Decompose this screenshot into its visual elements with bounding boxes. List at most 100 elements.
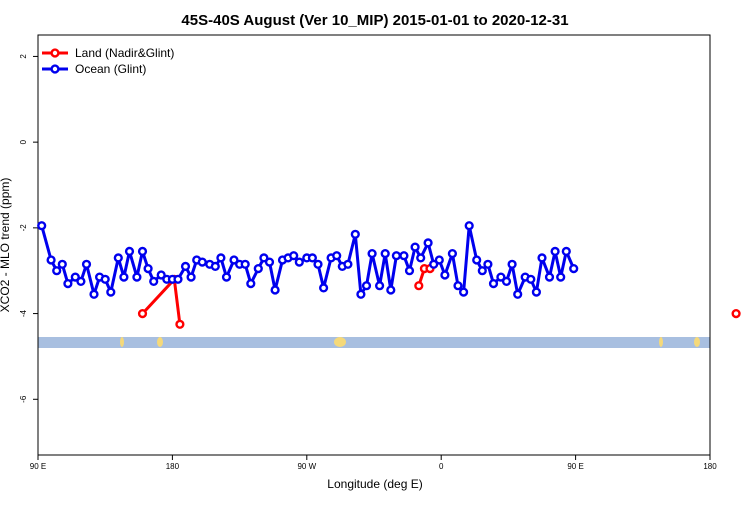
ocean-series-point — [253, 264, 263, 274]
ocean-series-point — [507, 259, 517, 269]
legend: Land (Nadir&Glint) Ocean (Glint) — [42, 46, 174, 76]
land-band-mark — [659, 337, 663, 347]
ocean-series-point — [453, 281, 463, 291]
land-band-mark — [694, 337, 700, 347]
ocean-series-point — [70, 272, 80, 282]
ocean-series-point — [343, 259, 353, 269]
ocean-series-point — [434, 255, 444, 265]
ocean-series-point — [119, 272, 129, 282]
y-tick-label: 2 — [19, 54, 28, 59]
ocean-series-point — [259, 253, 269, 263]
ocean-series-point — [100, 274, 110, 284]
ocean-series-point — [386, 285, 396, 295]
ocean-series-point — [37, 221, 47, 231]
x-tick-label: 90 W — [297, 462, 316, 471]
ocean-series-point — [556, 272, 566, 282]
ocean-series-point — [350, 229, 360, 239]
y-tick-label: -2 — [19, 224, 28, 232]
ocean-series-point — [289, 251, 299, 261]
ocean-series-point — [132, 272, 142, 282]
legend-marker — [50, 48, 60, 58]
ocean-series-point — [356, 289, 366, 299]
ocean-band — [38, 337, 710, 348]
ocean-series-point — [106, 287, 116, 297]
ocean-series-point — [294, 257, 304, 267]
ocean-series-point — [63, 279, 73, 289]
ocean-series-point — [149, 276, 159, 287]
legend-entry-label: Ocean (Glint) — [75, 62, 146, 76]
ocean-series-point — [472, 255, 482, 265]
ocean-series-point — [483, 259, 493, 269]
ocean-series-point — [307, 253, 318, 263]
legend-entry-label: Land (Nadir&Glint) — [75, 46, 174, 60]
ocean-series-point — [180, 261, 191, 272]
ocean-series-point — [143, 264, 153, 274]
ocean-series-point — [399, 251, 409, 261]
ocean-series-point — [416, 253, 426, 263]
ocean-series-point — [391, 251, 402, 261]
ocean-series-point — [440, 270, 450, 280]
x-tick-label: 0 — [439, 462, 444, 471]
y-tick-label: -4 — [19, 309, 28, 317]
ocean-series-point — [46, 255, 56, 265]
land-series-point — [414, 281, 424, 291]
ocean-series-point — [246, 279, 256, 289]
land-band-mark — [157, 337, 163, 347]
ocean-series-point — [264, 257, 275, 267]
ocean-series-point — [501, 276, 512, 287]
ocean-series-point — [113, 253, 123, 263]
ocean-series-point — [477, 266, 487, 276]
y-axis: 2 0 -2 -4 -6 — [19, 54, 38, 403]
y-axis-label: XCO2 - MLO trend (ppm) — [0, 178, 12, 313]
ocean-series-point — [488, 279, 499, 289]
ocean-series-point — [76, 276, 86, 287]
ocean-series-point — [513, 289, 523, 299]
ocean-series-point — [361, 281, 372, 291]
ocean-series-point — [197, 257, 207, 267]
ocean-series-point — [216, 253, 226, 263]
ocean-series-point — [423, 238, 433, 248]
ocean-series-point — [186, 272, 196, 282]
land-series-point — [731, 309, 741, 319]
ocean-series-point — [137, 246, 148, 257]
land-series-point — [175, 319, 185, 329]
ocean-series-point — [537, 253, 547, 263]
x-tick-label: 90 E — [30, 462, 46, 471]
ocean-series-point — [459, 287, 469, 297]
land-series-line — [141, 277, 182, 325]
ocean-series-point — [270, 285, 280, 295]
x-tick-label: 180 — [166, 462, 180, 471]
ocean-series-point — [173, 274, 183, 284]
ocean-series-point — [210, 261, 220, 272]
land-band-mark — [120, 337, 124, 347]
ocean-series-point — [156, 270, 166, 280]
series-layer — [37, 221, 741, 329]
legend-marker — [50, 64, 60, 74]
x-tick-label: 90 E — [567, 462, 583, 471]
ocean-series-point — [464, 221, 474, 231]
ocean-series-point — [410, 242, 420, 252]
ocean-series-point — [380, 249, 390, 259]
ocean-series-point — [229, 255, 239, 265]
ocean-series-point — [52, 266, 62, 276]
ocean-series-point — [404, 266, 415, 276]
ocean-series-point — [240, 259, 250, 269]
land-series-point — [137, 309, 148, 319]
plot-frame — [37, 34, 711, 456]
ocean-series-point — [81, 259, 92, 269]
x-tick-label: 180 — [703, 462, 717, 471]
chart-title: 45S-40S August (Ver 10_MIP) 2015-01-01 t… — [181, 12, 568, 29]
ocean-series-point — [531, 287, 542, 297]
ocean-series-point — [367, 249, 377, 259]
land-band-mark — [334, 337, 346, 347]
ocean-series-point — [375, 281, 385, 291]
land-mask-band — [38, 337, 710, 348]
ocean-series-point — [124, 246, 135, 257]
ocean-series-point — [526, 274, 536, 284]
y-tick-label: -6 — [19, 395, 28, 403]
ocean-series-point — [569, 264, 579, 274]
ocean-series-point — [89, 289, 99, 299]
y-tick-label: 0 — [19, 139, 28, 144]
